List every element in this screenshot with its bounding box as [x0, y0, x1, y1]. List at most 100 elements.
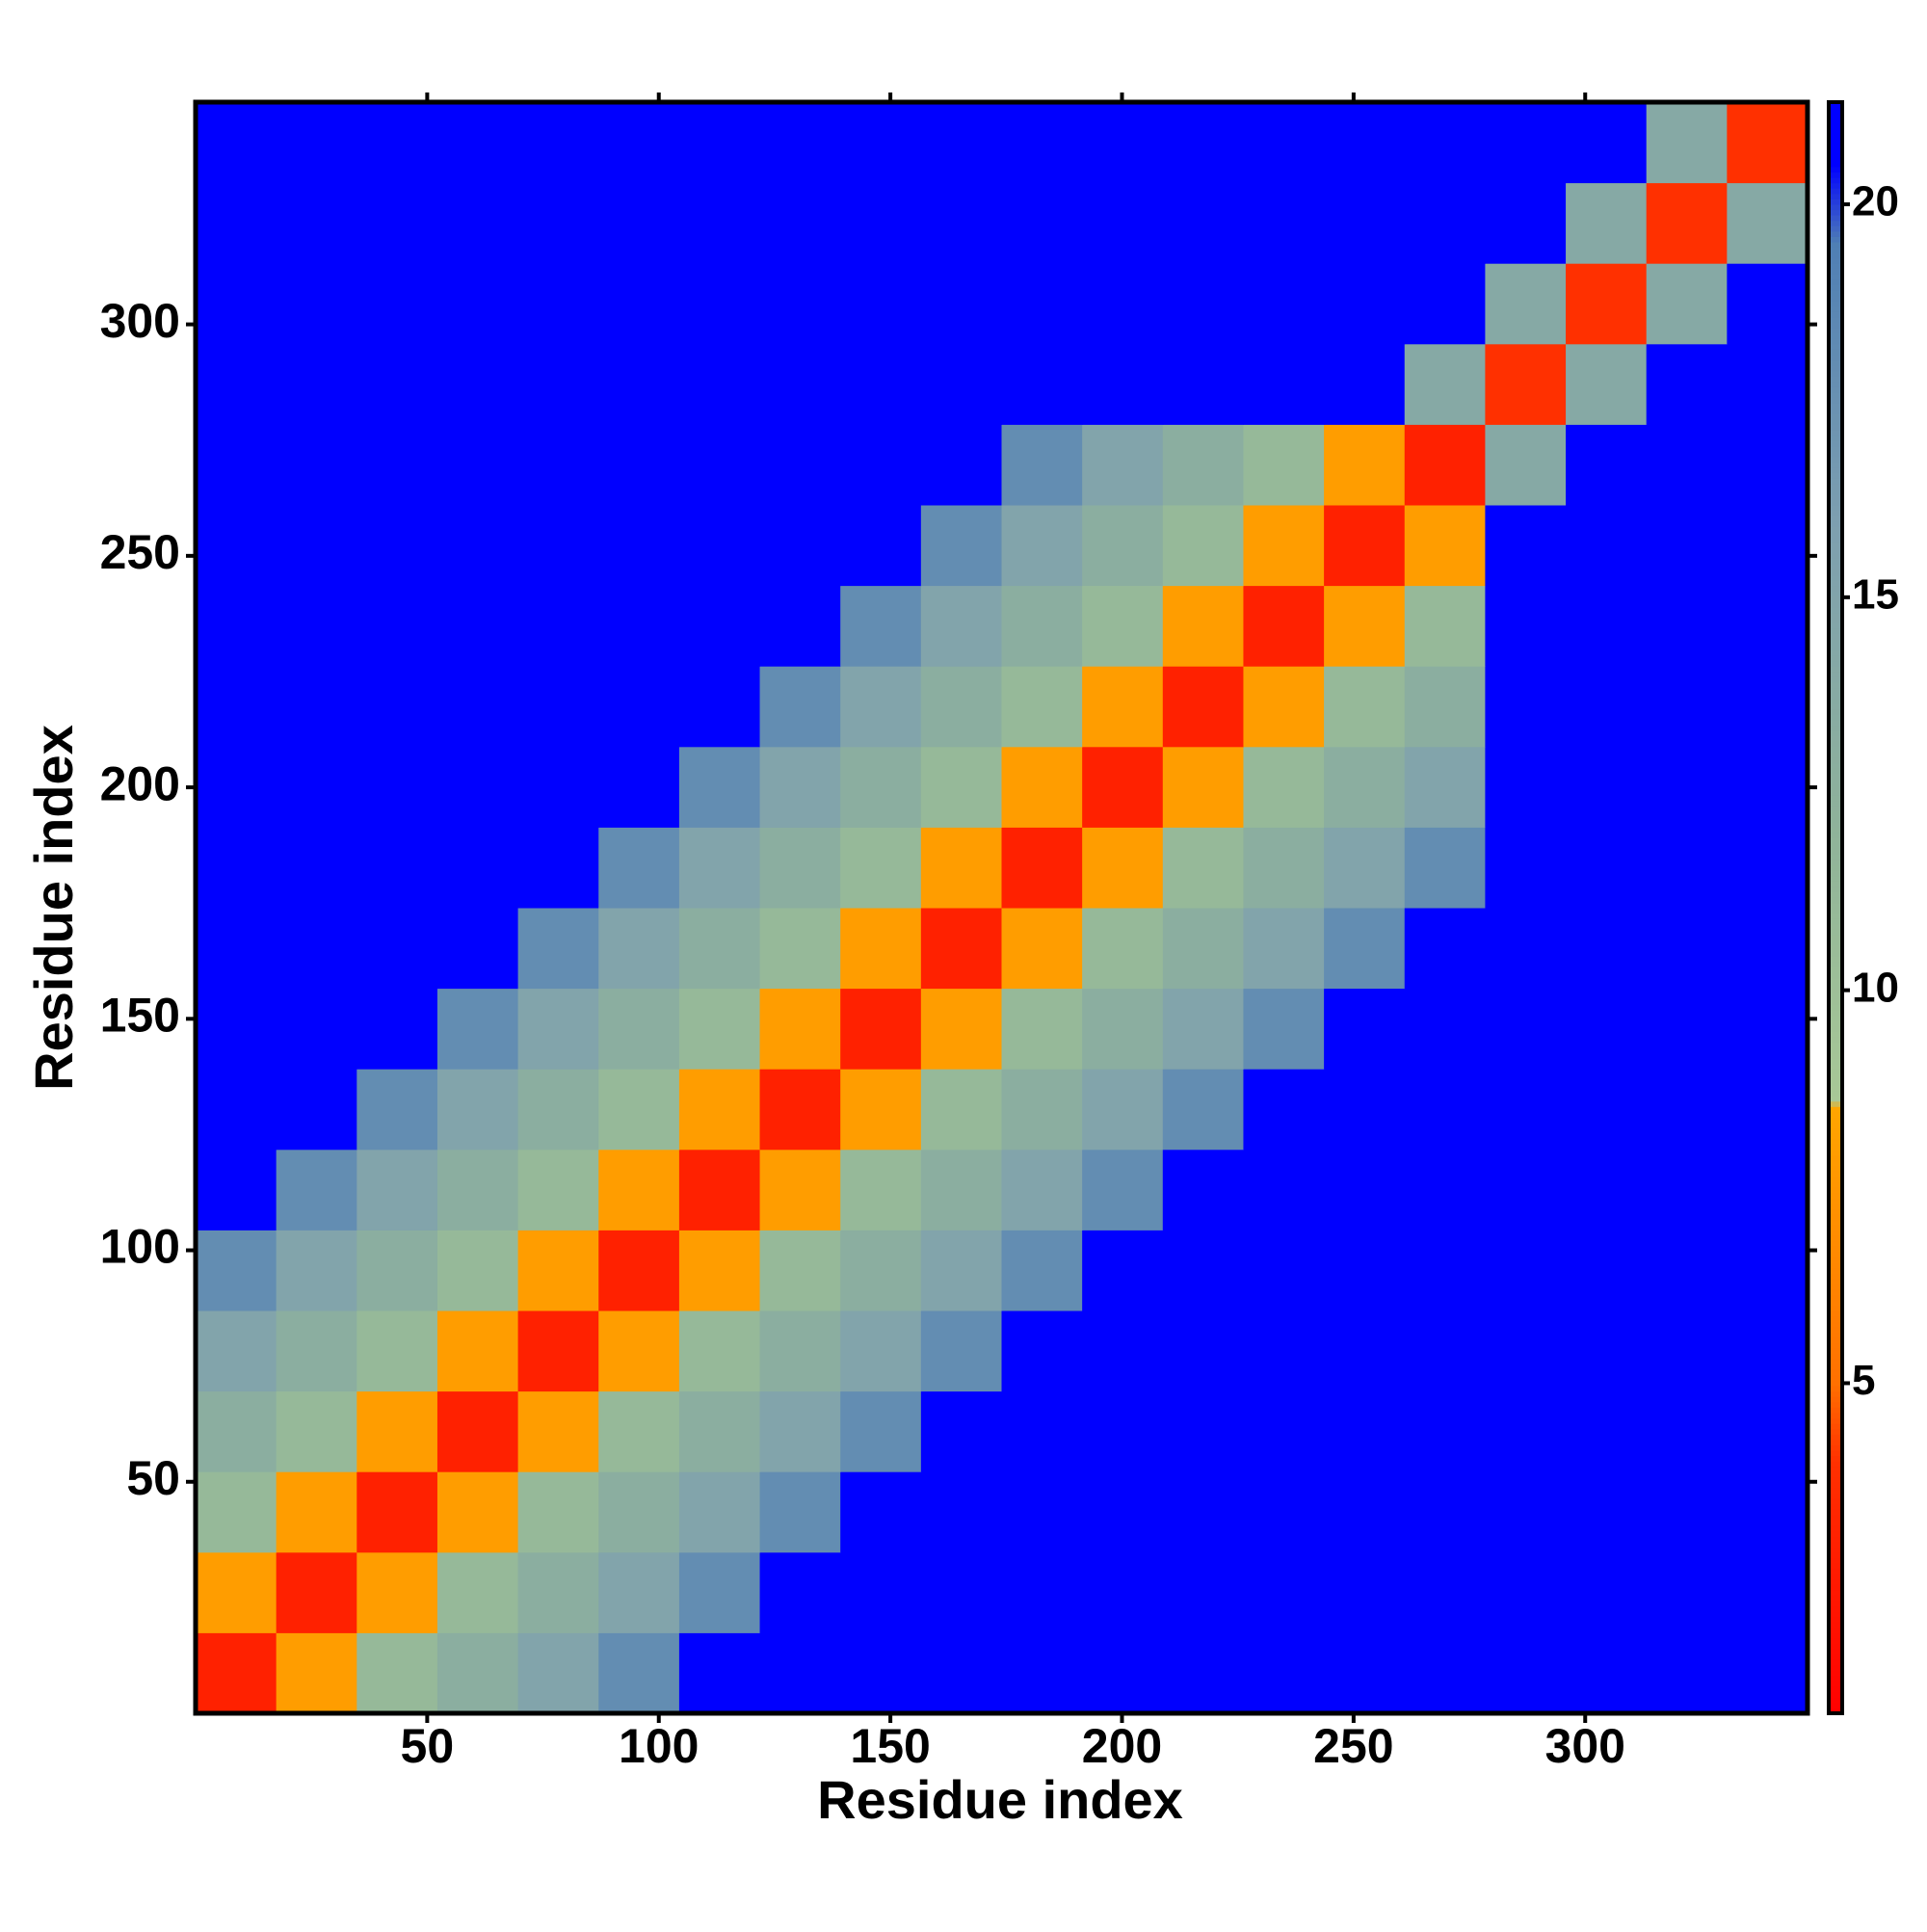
heatmap-cell [598, 827, 680, 909]
colorbar-segment [1829, 1386, 1842, 1392]
heatmap-cell [1082, 1390, 1164, 1472]
heatmap-cell [356, 343, 438, 425]
heatmap-cell [356, 585, 438, 667]
colorbar-segment [1829, 574, 1842, 581]
heatmap-cell [1404, 1390, 1486, 1472]
heatmap-cell [1324, 102, 1406, 184]
heatmap-cell [1485, 424, 1567, 506]
heatmap-cell [356, 1230, 438, 1311]
x-tick-label: 150 [850, 1719, 930, 1773]
heatmap-cell [678, 263, 761, 345]
colorbar-segment [1829, 940, 1842, 946]
heatmap-cell [1324, 1069, 1406, 1151]
heatmap-cell [598, 1551, 680, 1633]
colorbar-segment [1829, 1374, 1842, 1382]
colorbar-segment [1829, 172, 1842, 178]
colorbar-segment [1829, 1589, 1842, 1596]
colorbar-segment [1829, 128, 1842, 136]
colorbar-segment [1829, 1149, 1842, 1155]
colorbar-segment [1829, 510, 1842, 516]
heatmap-cell [276, 1069, 357, 1151]
heatmap-cell [1001, 1632, 1083, 1714]
colorbar-segment [1829, 1616, 1842, 1623]
heatmap-cell [1485, 1390, 1567, 1472]
colorbar-segment [1829, 1058, 1842, 1065]
heatmap-cell [1646, 908, 1728, 990]
heatmap-cell [678, 666, 761, 748]
colorbar-segment [1829, 1664, 1842, 1672]
colorbar-segment [1829, 489, 1842, 495]
colorbar-segment [1829, 543, 1842, 549]
colorbar-segment [1829, 950, 1842, 957]
heatmap-cell [598, 1390, 680, 1472]
colorbar-segment [1829, 537, 1842, 543]
heatmap-cell [517, 1069, 599, 1151]
y-tick-label: 250 [100, 525, 180, 579]
colorbar-segment [1829, 655, 1842, 662]
heatmap-cell [1727, 182, 1808, 264]
heatmap-cell [356, 505, 438, 587]
colorbar-segment [1829, 1627, 1842, 1633]
colorbar-segment [1829, 622, 1842, 629]
heatmap-cell [840, 182, 922, 264]
heatmap-cell [1082, 1632, 1164, 1714]
colorbar-segment [1829, 1186, 1842, 1193]
colorbar-segment [1829, 354, 1842, 361]
heatmap-cell [759, 666, 841, 748]
colorbar-segment [1829, 1530, 1842, 1537]
heatmap-cell [1162, 1149, 1244, 1231]
heatmap-cell [276, 746, 357, 828]
heatmap-cell [1001, 666, 1083, 748]
heatmap-cell [436, 1310, 519, 1392]
heatmap-cell [1082, 263, 1164, 345]
heatmap-cell [840, 1632, 922, 1714]
colorbar-segment [1829, 961, 1842, 967]
colorbar-segment [1829, 1390, 1842, 1397]
heatmap-cell [356, 1471, 438, 1553]
heatmap-cell [1243, 827, 1325, 909]
heatmap-cell [1566, 988, 1648, 1070]
heatmap-cell [1485, 585, 1567, 667]
colorbar-segment [1829, 1278, 1842, 1284]
colorbar-segment [1829, 1321, 1842, 1328]
heatmap-cell [1404, 343, 1486, 425]
heatmap-cell [517, 1310, 599, 1392]
colorbar-tick-label: 20 [1852, 178, 1899, 225]
colorbar-segment [1829, 1031, 1842, 1038]
heatmap-cell [920, 1310, 1002, 1392]
heatmap-cell [1485, 666, 1567, 748]
colorbar-segment [1829, 215, 1842, 222]
colorbar-segment [1829, 263, 1842, 270]
heatmap-cell [1404, 1551, 1486, 1633]
colorbar-segment [1829, 1568, 1842, 1575]
colorbar-segment [1829, 886, 1842, 892]
heatmap-cell [920, 505, 1002, 587]
colorbar-segment [1829, 1257, 1842, 1263]
colorbar-segment [1829, 1133, 1842, 1140]
colorbar-segment [1829, 386, 1842, 393]
colorbar-segment [1829, 591, 1842, 597]
heatmap-cell [1001, 1230, 1083, 1311]
heatmap-cell [1727, 827, 1808, 909]
colorbar-segment [1829, 1412, 1842, 1419]
heatmap-cell [598, 988, 680, 1070]
heatmap-cell [1082, 102, 1164, 184]
colorbar-segment [1829, 182, 1842, 189]
colorbar-segment [1829, 268, 1842, 275]
heatmap-cell [436, 424, 519, 506]
colorbar-segment [1829, 113, 1842, 119]
colorbar-segment [1829, 1455, 1842, 1462]
colorbar-segment [1829, 1595, 1842, 1601]
colorbar-segment [1829, 1417, 1842, 1424]
heatmap-cell [196, 102, 277, 184]
heatmap-cell [517, 1551, 599, 1633]
heatmap-cell [598, 1230, 680, 1311]
colorbar-segment [1829, 1541, 1842, 1548]
heatmap-cell [1566, 1230, 1648, 1311]
heatmap-cell [1727, 505, 1808, 587]
colorbar-segment [1829, 1622, 1842, 1628]
colorbar-segment [1829, 1272, 1842, 1280]
heatmap-cell [436, 343, 519, 425]
heatmap-cell [1243, 263, 1325, 345]
x-axis-label: Residue index [817, 1769, 1183, 1830]
